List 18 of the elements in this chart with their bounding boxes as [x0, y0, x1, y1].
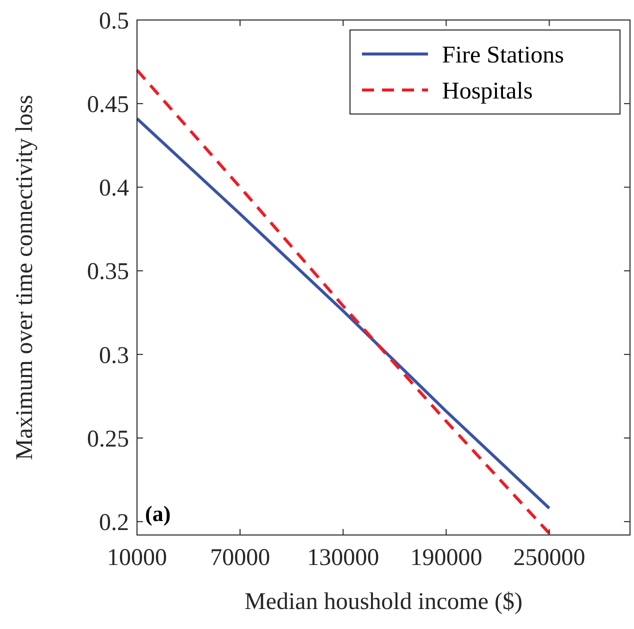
x-tick-label: 10000: [107, 545, 167, 571]
y-tick-label: 0.2: [99, 510, 129, 536]
x-axis-title: Median houshold income ($): [244, 589, 522, 615]
y-axis-title: Maximum over time connectivity loss: [12, 94, 38, 460]
x-tick-label: 190000: [410, 545, 482, 571]
x-tick-label: 250000: [513, 545, 586, 571]
y-tick-label: 0.35: [87, 259, 129, 286]
legend-label: Fire Stations: [442, 42, 564, 68]
y-tick-label: 0.3: [99, 342, 129, 369]
legend-label: Hospitals: [442, 78, 533, 104]
y-tick-label: 0.4: [99, 176, 129, 202]
y-tick-label: 0.45: [87, 92, 129, 118]
annotation: (a): [145, 501, 171, 526]
x-tick-label: 130000: [307, 545, 380, 571]
y-tick-label: 0.25: [87, 426, 129, 452]
x-tick-label: 70000: [210, 545, 270, 571]
line-series: [136, 68, 551, 535]
y-tick-label: 0.5: [99, 8, 129, 34]
